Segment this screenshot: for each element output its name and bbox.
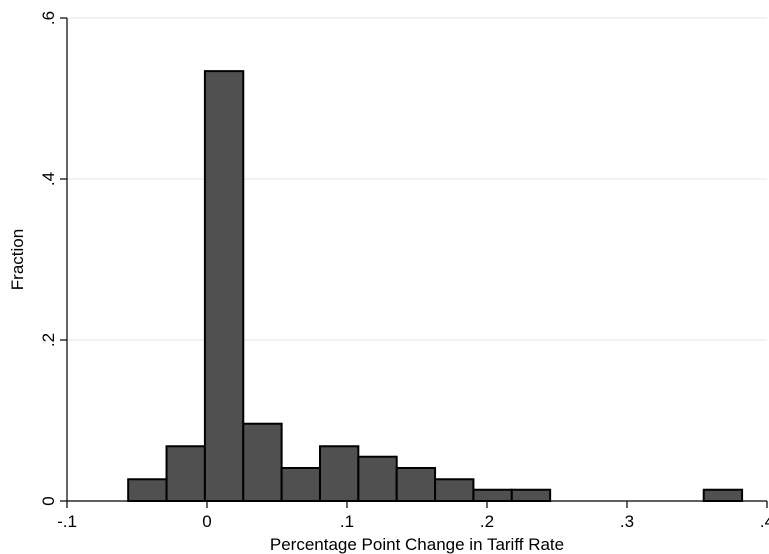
histogram-bar [357, 455, 398, 503]
histogram-bar [242, 422, 283, 502]
y-tick-label: .4 [39, 172, 58, 186]
histogram-bar [165, 445, 206, 503]
y-tick-label: 0 [39, 496, 58, 505]
histogram-bar [472, 488, 513, 503]
histogram-bar [702, 488, 744, 503]
histogram-bar [510, 488, 552, 503]
y-axis-title: Fraction [8, 229, 27, 290]
histogram-bar [318, 445, 360, 503]
histogram-bar [203, 70, 245, 502]
x-tick-label: 0 [202, 512, 211, 531]
x-axis-title: Percentage Point Change in Tariff Rate [270, 535, 564, 554]
histogram-bar [434, 478, 475, 503]
x-tick-label: .2 [480, 512, 494, 531]
axes [66, 18, 767, 502]
histogram-bar [127, 478, 168, 503]
y-tick-label: .6 [39, 11, 58, 25]
x-tick-label: -.1 [57, 512, 77, 531]
x-tick-label: .1 [340, 512, 354, 531]
x-tick-label: .4 [760, 512, 769, 531]
axis-ticks: -.1 0 .1 .2 .3 .4 0 .2 .4 .6 [39, 11, 769, 531]
histogram-bars [127, 70, 744, 503]
x-tick-label: .3 [620, 512, 634, 531]
histogram-bar [395, 466, 437, 502]
y-tick-label: .2 [39, 333, 58, 347]
gridlines [67, 17, 767, 341]
histogram-bar [280, 466, 321, 502]
